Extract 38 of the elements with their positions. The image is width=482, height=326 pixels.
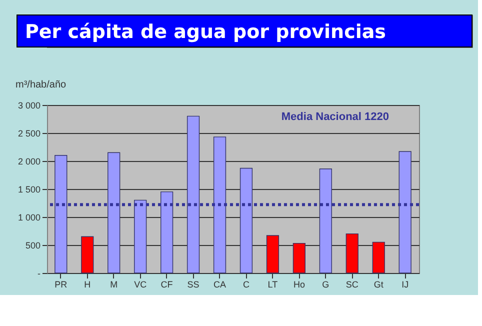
x-tick-label: VC <box>134 280 148 290</box>
y-tick-label: 1 000 <box>18 212 40 222</box>
x-tick-label: IJ <box>402 280 409 290</box>
bar <box>292 242 306 274</box>
ref-line-label: Media Nacional 1220 <box>281 111 389 123</box>
x-tick-label: H <box>84 280 91 290</box>
bar <box>81 236 94 274</box>
x-tick-label: PR <box>54 280 68 290</box>
x-tick-label: Ho <box>293 280 305 290</box>
y-tick-label: 2 000 <box>18 156 40 166</box>
bar <box>186 116 200 274</box>
x-tick-label: LT <box>268 280 278 290</box>
bar <box>108 152 120 274</box>
x-tick-label: C <box>242 280 250 290</box>
chart-title: Per cápita de agua por provincias <box>25 21 386 43</box>
bar <box>372 242 385 274</box>
bar <box>346 233 358 274</box>
y-axis-title: m³/hab/año <box>16 80 67 90</box>
y-tick-label: 2 500 <box>18 128 40 138</box>
bar <box>398 151 412 274</box>
x-tick-label: G <box>322 280 330 290</box>
x-tick-label: SS <box>187 280 200 290</box>
x-tick-label: CA <box>214 280 226 290</box>
x-tick-label: M <box>110 280 118 290</box>
y-tick-label: 3 000 <box>18 100 40 110</box>
bar <box>319 168 332 274</box>
x-tick-label: CF <box>160 280 174 290</box>
bar <box>160 191 174 274</box>
y-tick-label: 1 500 <box>18 184 40 194</box>
x-tick-label: Gt <box>374 280 384 290</box>
x-tick-label: SC <box>346 280 359 290</box>
bar <box>240 168 253 274</box>
y-tick-label: 500 <box>25 240 40 250</box>
y-tick-label: - <box>38 268 40 278</box>
bar <box>213 136 226 274</box>
bar <box>134 200 147 274</box>
bar <box>54 155 68 274</box>
bar <box>266 235 280 274</box>
